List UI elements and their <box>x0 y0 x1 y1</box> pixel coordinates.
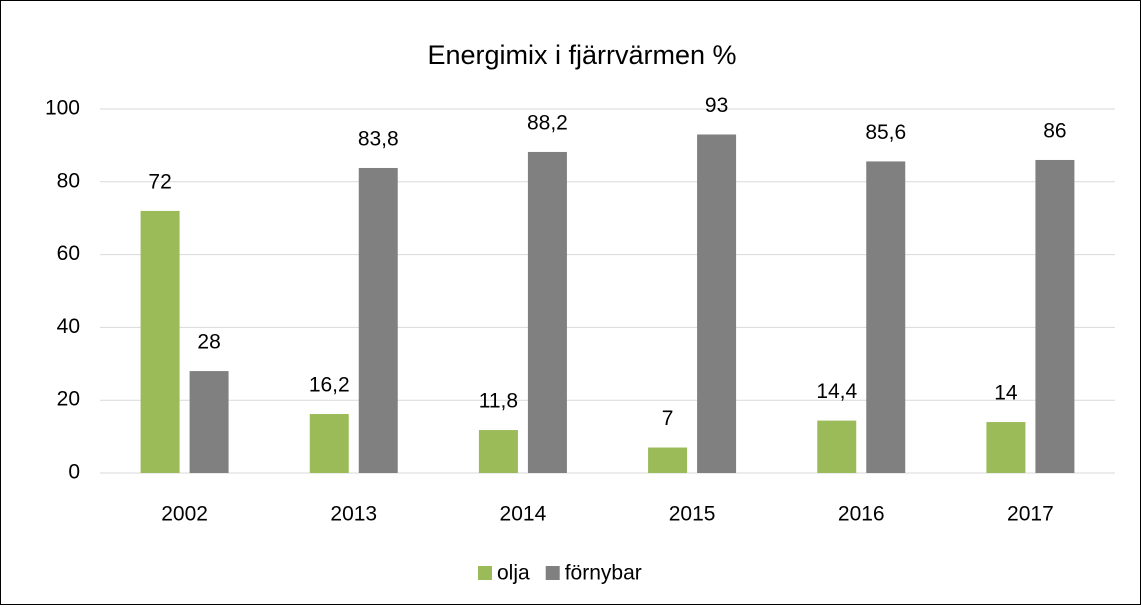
y-tick-label: 0 <box>68 461 80 484</box>
y-tick-label: 80 <box>57 169 80 192</box>
legend-swatch <box>545 566 560 580</box>
bar <box>478 430 518 473</box>
data-label: 93 <box>705 94 728 117</box>
bar <box>1035 159 1075 473</box>
y-tick-label: 20 <box>57 388 80 411</box>
bar <box>866 161 906 473</box>
bar <box>189 371 229 473</box>
data-label: 83,8 <box>358 128 399 151</box>
x-tick-label: 2014 <box>500 503 547 526</box>
y-tick-label: 40 <box>57 315 80 338</box>
legend-label: förnybar <box>565 562 642 585</box>
bar <box>697 134 737 474</box>
bar <box>648 447 688 473</box>
data-label: 72 <box>148 170 171 193</box>
x-tick-label: 2013 <box>330 503 377 526</box>
legend-swatch <box>478 566 492 580</box>
bar <box>309 414 349 473</box>
bar <box>817 420 857 473</box>
bar <box>527 151 567 473</box>
data-label: 85,6 <box>865 121 906 144</box>
bar <box>986 422 1026 473</box>
data-label: 88,2 <box>527 111 568 134</box>
y-tick-label: 60 <box>57 242 80 265</box>
x-tick-label: 2002 <box>161 503 208 526</box>
data-label: 14,4 <box>816 380 857 403</box>
x-tick-label: 2015 <box>669 503 716 526</box>
bar <box>358 167 398 473</box>
data-label: 11,8 <box>479 390 518 413</box>
data-label: 16,2 <box>309 374 350 397</box>
bar <box>140 210 180 474</box>
y-tick-label: 100 <box>45 97 80 120</box>
data-label: 28 <box>197 331 220 354</box>
legend-label: olja <box>497 562 530 585</box>
data-label: 7 <box>662 407 674 430</box>
x-tick-label: 2017 <box>1007 503 1054 526</box>
chart-title: Energimix i fjärrvärmen % <box>427 40 736 70</box>
data-label: 14 <box>994 382 1018 405</box>
x-tick-label: 2016 <box>838 503 885 526</box>
data-label: 86 <box>1043 120 1066 143</box>
